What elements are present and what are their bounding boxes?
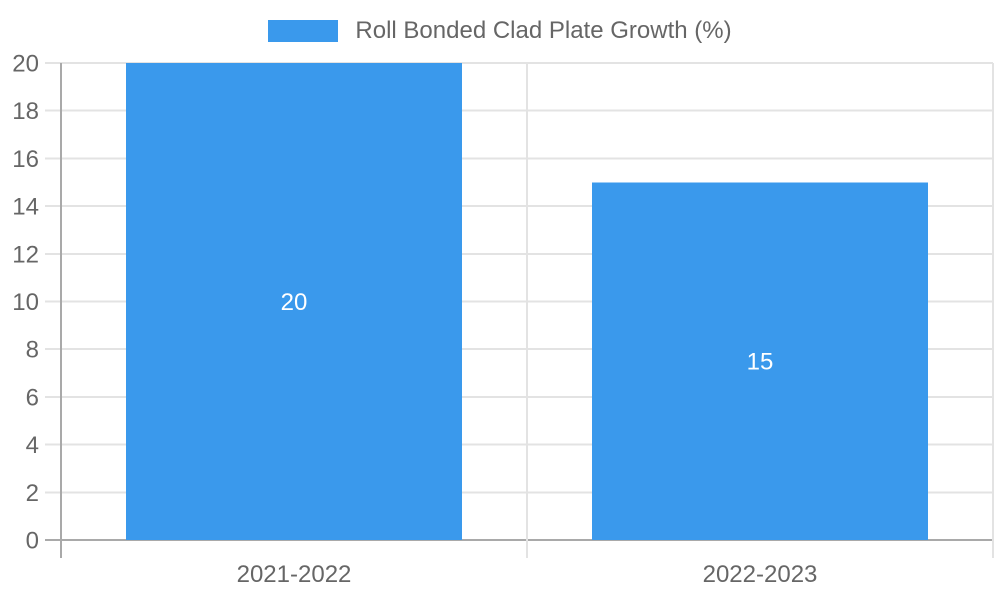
legend-label: Roll Bonded Clad Plate Growth (%): [355, 17, 732, 44]
y-tick-label: 20: [12, 51, 39, 78]
y-tick-label: 10: [12, 289, 39, 316]
bar-value-label: 20: [281, 289, 308, 316]
x-tick-label: 2022-2023: [703, 561, 818, 588]
y-tick-label: 18: [12, 98, 39, 125]
bar-2022-2023[interactable]: [592, 182, 928, 540]
legend-item[interactable]: Roll Bonded Clad Plate Growth (%): [0, 17, 1000, 45]
legend-swatch: [268, 20, 339, 42]
y-tick-label: 2: [26, 480, 39, 507]
y-tick-label: 4: [26, 432, 39, 459]
x-tick-label: 2021-2022: [237, 561, 352, 588]
y-tick-label: 6: [26, 384, 39, 411]
y-tick-label: 12: [12, 241, 39, 268]
y-tick-label: 14: [12, 194, 39, 221]
y-tick-label: 8: [26, 337, 39, 364]
y-tick-label: 16: [12, 146, 39, 173]
bar-2021-2022[interactable]: [126, 63, 462, 540]
y-tick-label: 0: [26, 528, 39, 555]
bar-value-label: 15: [747, 349, 774, 376]
